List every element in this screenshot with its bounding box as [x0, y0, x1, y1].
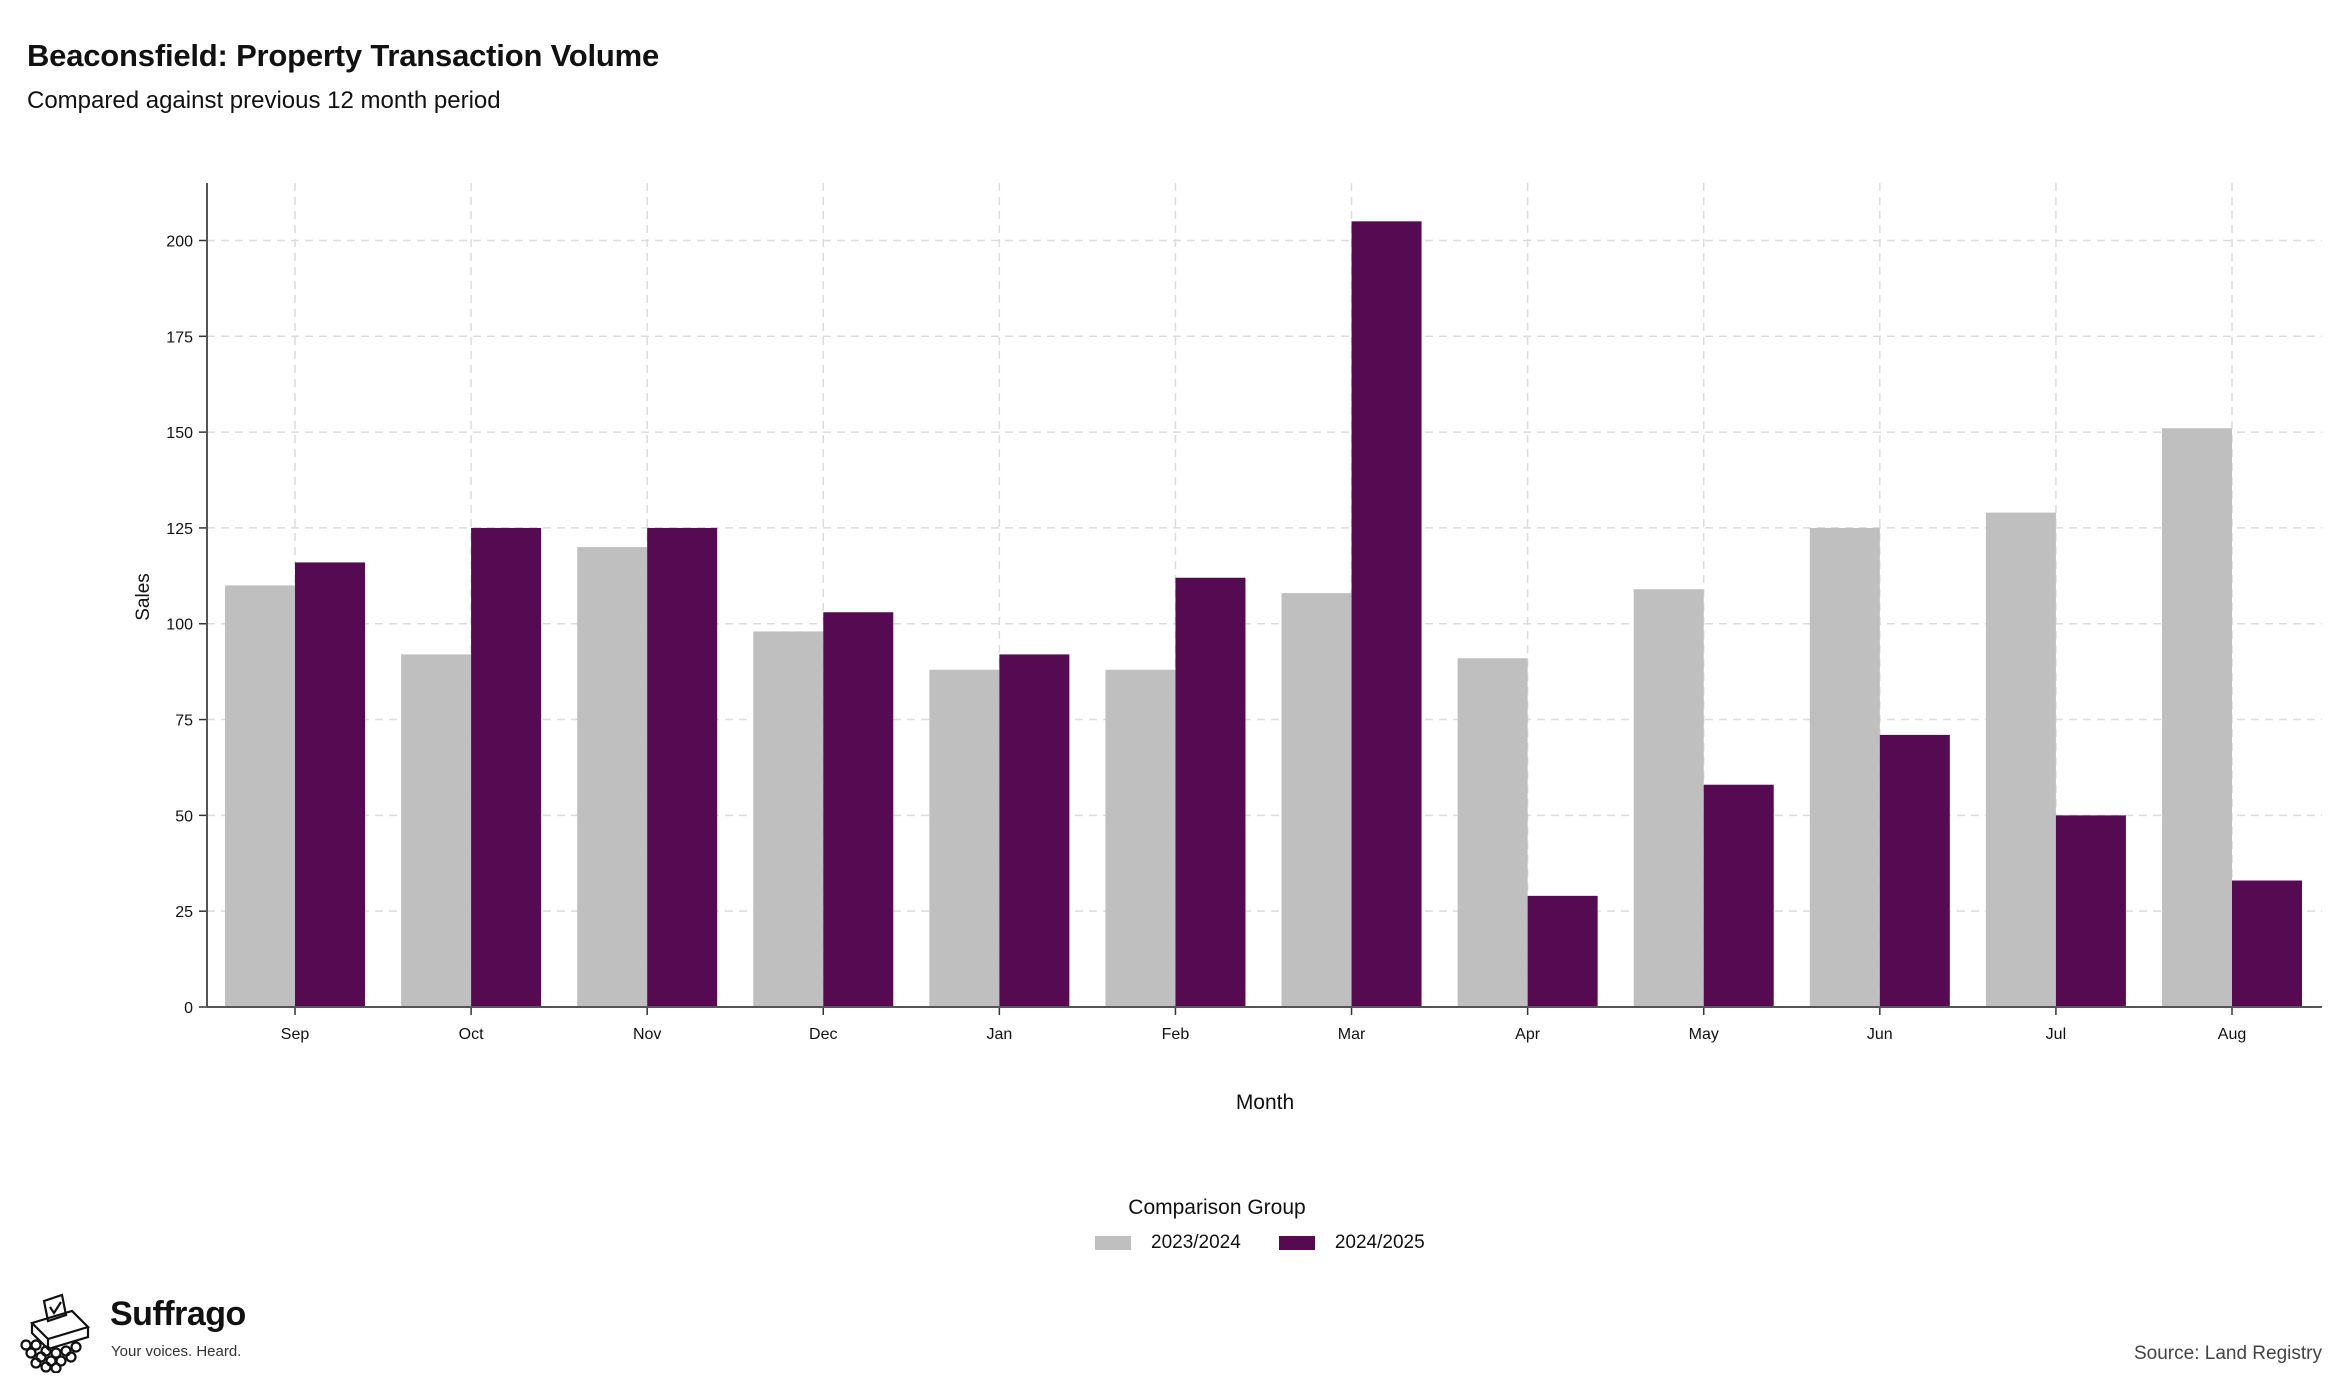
legend-item-2024-2025: 2024/2025: [1278, 1232, 1425, 1254]
y-axis-label: Sales: [133, 573, 154, 621]
x-tick-label: Mar: [1338, 1026, 1366, 1043]
x-tick-label: Jul: [2046, 1026, 2066, 1043]
legend-title: Comparison Group: [1128, 1196, 1306, 1219]
tick-labels: 0 25 50 75 100 125 150 175 200 Sep Oct Nov Dec Jan Feb…: [166, 233, 2246, 1043]
x-tick-label: Sep: [281, 1026, 310, 1043]
bar-2023-2024-oct: [401, 654, 472, 1007]
x-tick-label: Oct: [459, 1026, 484, 1043]
x-tick-label: Apr: [1515, 1026, 1541, 1043]
bar-2024-2025-feb: [1175, 577, 1246, 1007]
x-tick-label: Dec: [809, 1026, 837, 1043]
bar-2023-2024-jul: [1985, 512, 2056, 1007]
bar-2024-2025-may: [1703, 784, 1774, 1007]
chart-subtitle: Compared against previous 12 month perio…: [27, 87, 501, 114]
bar-2024-2025-nov: [647, 527, 718, 1007]
bar-2024-2025-oct: [471, 527, 542, 1007]
x-tick-label: May: [1689, 1026, 1719, 1043]
bar-2023-2024-sep: [225, 585, 295, 1007]
y-tick-label: 150: [166, 425, 193, 442]
ballot-box-icon: [20, 1293, 91, 1373]
legend-swatch-2024-2025: [1278, 1236, 1315, 1250]
y-tick-label: 125: [166, 521, 193, 538]
brand-name: Suffrago: [110, 1295, 246, 1333]
bar-2024-2025-jun: [1879, 734, 1950, 1007]
bar-2024-2025-apr: [1527, 895, 1598, 1007]
bar-2024-2025-jul: [2055, 815, 2126, 1007]
bar-2023-2024-nov: [577, 547, 648, 1007]
suffrago-logo: Suffrago Your voices. Heard.: [14, 1293, 264, 1373]
x-tick-label: Feb: [1162, 1026, 1190, 1043]
bar-2023-2024-jan: [929, 669, 1000, 1007]
bar-2024-2025-sep: [295, 562, 365, 1007]
bar-2023-2024-mar: [1281, 593, 1352, 1007]
legend-item-2023-2024: 2023/2024: [1095, 1232, 1241, 1254]
y-tick-label: 50: [175, 808, 193, 825]
y-tick-label: 25: [175, 904, 193, 921]
y-tick-label: 200: [166, 233, 193, 250]
legend-label-2023-2024: 2023/2024: [1151, 1232, 1241, 1253]
bar-2023-2024-aug: [2162, 428, 2232, 1008]
bar-2024-2025-jan: [999, 654, 1070, 1007]
x-tick-label: Nov: [633, 1026, 661, 1043]
y-tick-label: 75: [175, 713, 193, 730]
x-tick-label: Jan: [986, 1026, 1012, 1043]
bar-2024-2025-mar: [1351, 221, 1422, 1008]
x-axis-label: Month: [1236, 1091, 1294, 1114]
chart-title: Beaconsfield: Property Transaction Volum…: [27, 38, 660, 73]
axes: [199, 183, 2322, 1015]
brand-tagline: Your voices. Heard.: [111, 1343, 242, 1360]
legend: Comparison Group 2023/2024 2024/2025: [0, 1196, 2334, 1253]
bar-2024-2025-dec: [823, 612, 894, 1007]
bar-2023-2024-dec: [753, 631, 824, 1007]
bar-2023-2024-feb: [1105, 669, 1176, 1007]
legend-label-2024-2025: 2024/2025: [1334, 1232, 1425, 1253]
x-tick-label: Aug: [2218, 1026, 2246, 1043]
bar-2023-2024-may: [1633, 589, 1704, 1007]
source-note: Source: Land Registry: [2134, 1343, 2322, 1364]
bar-2023-2024-jun: [1809, 527, 1880, 1007]
bars: [225, 221, 2302, 1008]
y-tick-label: 0: [184, 1000, 193, 1017]
bar-2023-2024-apr: [1457, 658, 1528, 1007]
bar-2024-2025-aug: [2232, 880, 2302, 1007]
y-tick-label: 100: [166, 617, 193, 634]
x-tick-label: Jun: [1867, 1026, 1893, 1043]
legend-swatch-2023-2024: [1095, 1236, 1131, 1250]
y-tick-label: 175: [166, 329, 193, 346]
